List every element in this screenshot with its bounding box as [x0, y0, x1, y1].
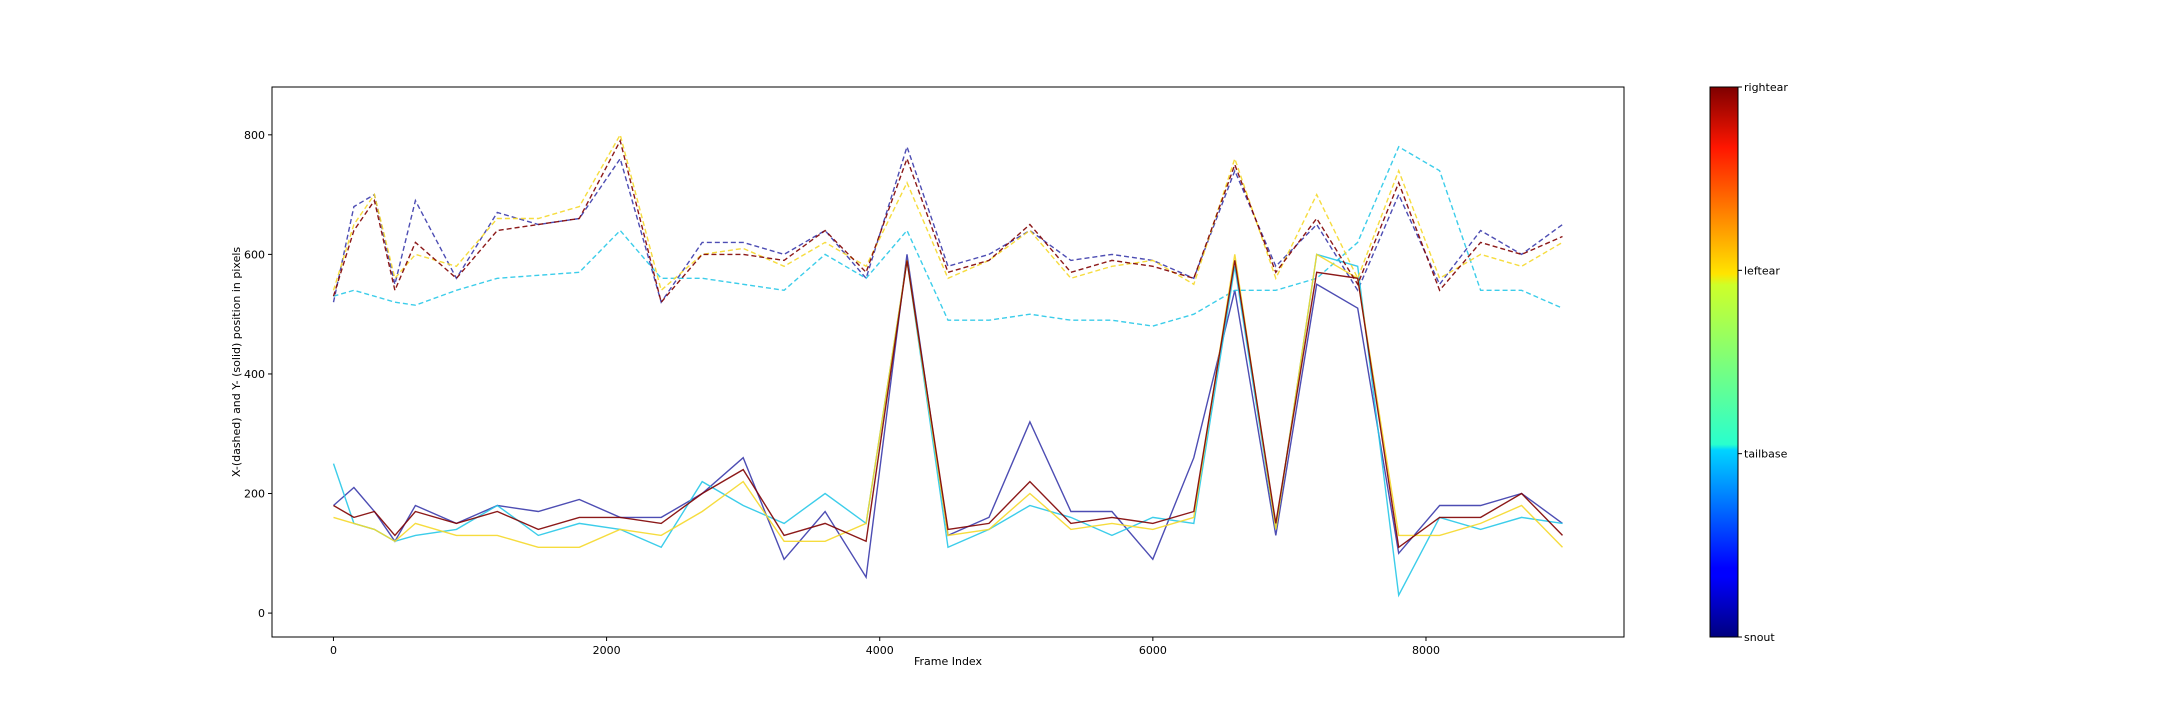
- y-tick-label: 600: [244, 248, 265, 261]
- x-tick-label: 4000: [866, 644, 894, 657]
- colorbar-tick-label: leftear: [1744, 264, 1780, 277]
- x-tick-label: 6000: [1139, 644, 1167, 657]
- y-tick-label: 0: [258, 607, 265, 620]
- series-2-x-dashed-line: [332, 132, 1563, 292]
- colorbar-ticks: snout tailbase leftear rightear: [1738, 81, 1788, 644]
- y-tick-label: 800: [244, 129, 265, 142]
- y-tick-label: 400: [244, 368, 265, 381]
- plot-frame: [271, 86, 1625, 638]
- series-3-y-solid-line: [333, 260, 1564, 549]
- y-axis-ticks: 0 200 400 600 800: [244, 129, 272, 620]
- x-tick-label: 2000: [593, 644, 621, 657]
- series-1-x-dashed-line: [333, 145, 1563, 327]
- colorbar: [1709, 86, 1739, 638]
- series-2-y-solid-line: [333, 253, 1564, 548]
- colorbar-tick-label: rightear: [1744, 81, 1788, 94]
- y-axis-label: X-(dashed) and Y- (solid) position in pi…: [230, 247, 243, 478]
- series-0-x-dashed-line: [332, 144, 1563, 304]
- series-0-y-solid-line: [333, 254, 1563, 580]
- colorbar-tick-label: tailbase: [1744, 448, 1788, 461]
- x-tick-label: 0: [330, 644, 337, 657]
- plot-data: [332, 132, 1564, 598]
- colorbar-tick-label: snout: [1744, 631, 1775, 644]
- x-axis-label: Frame Index: [914, 655, 983, 668]
- y-tick-label: 200: [244, 488, 265, 501]
- series-3-x-dashed-line: [332, 138, 1563, 304]
- series-1-y-solid-line: [332, 253, 1563, 598]
- x-tick-label: 8000: [1412, 644, 1440, 657]
- x-axis-ticks: 0 2000 4000 6000 8000: [330, 637, 1440, 657]
